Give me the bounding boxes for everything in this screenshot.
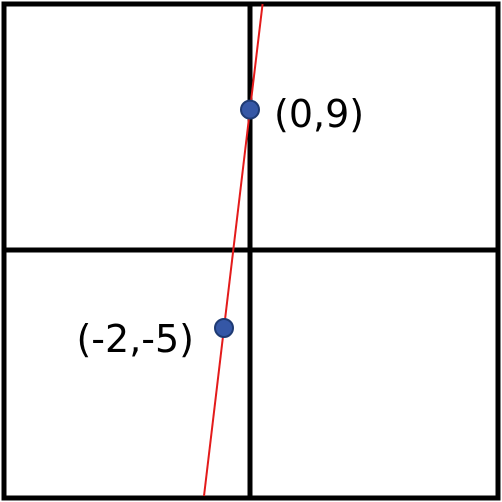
point-0-9	[240, 99, 260, 120]
point-label-0-9: (0,9)	[274, 92, 364, 136]
point-neg2-neg5	[214, 318, 234, 338]
point-label-neg2-neg5: (-2,-5)	[76, 317, 194, 361]
line-through-points	[203, 3, 264, 497]
